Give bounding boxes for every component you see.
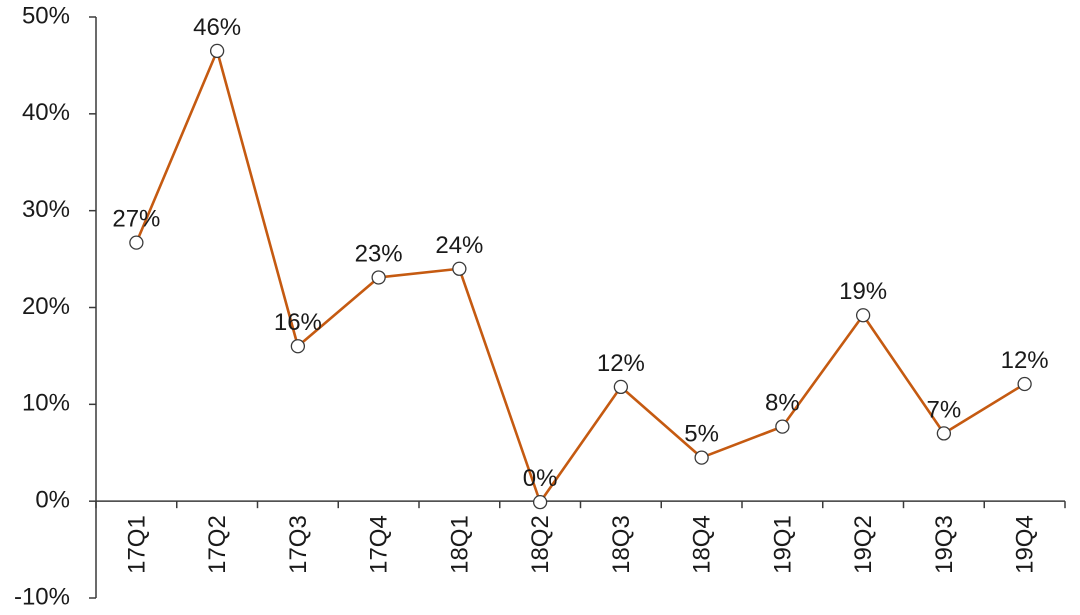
data-point: [1017, 376, 1032, 392]
x-axis: 17Q1 17Q2 17Q3 17Q4 18Q1 18Q2 18Q3 18Q4 19Q1 19Q2…: [95, 500, 1066, 574]
data-label: 27%: [112, 206, 160, 233]
data-label: 5%: [684, 421, 719, 448]
data-point: [694, 450, 709, 465]
y-tick-label: 0%: [35, 487, 70, 514]
data-point: [855, 308, 871, 323]
series-growth: [129, 43, 1032, 510]
data-label: 24%: [435, 232, 483, 259]
y-tick-label: -10%: [14, 583, 70, 610]
data-label: 12%: [597, 350, 645, 377]
data-point: [452, 261, 467, 276]
y-tick-label: 20%: [22, 293, 70, 320]
data-point: [129, 235, 144, 250]
data-labels: 27% 46% 16% 23% 24% 0% 12% 5% 8% 19% 7% 12%: [112, 14, 1048, 492]
x-tick-label: 18Q4: [689, 515, 716, 574]
x-tick-label: 18Q2: [527, 515, 554, 574]
data-point: [290, 339, 306, 354]
y-tick-label: 50%: [22, 2, 70, 29]
data-point: [936, 426, 952, 441]
data-point: [209, 43, 225, 59]
y-tick-label: 40%: [22, 99, 70, 126]
series-line: [135, 49, 1026, 504]
x-tick-label: 17Q1: [123, 515, 150, 574]
y-axis: 50% 40% 30% 20% 10% 0% -10%: [14, 2, 97, 610]
data-label: 46%: [193, 14, 241, 41]
data-label: 0%: [523, 465, 558, 492]
x-tick-label: 17Q3: [285, 515, 312, 574]
y-tick-label: 30%: [22, 196, 70, 223]
data-label: 8%: [765, 390, 800, 417]
data-point: [532, 494, 548, 510]
data-point: [371, 270, 386, 285]
x-tick-label: 19Q2: [850, 515, 877, 574]
data-label: 12%: [1001, 347, 1049, 374]
x-tick-label: 17Q2: [204, 515, 231, 574]
x-tick-label: 19Q1: [769, 515, 796, 574]
x-tick-label: 17Q4: [366, 515, 393, 574]
y-tick-label: 10%: [22, 390, 70, 417]
data-label: 16%: [274, 309, 322, 336]
x-tick-label: 19Q4: [1012, 515, 1039, 574]
x-tick-label: 18Q3: [608, 515, 635, 574]
x-tick-label: 18Q1: [446, 515, 473, 574]
data-label: 19%: [839, 278, 887, 305]
data-point: [613, 379, 629, 395]
data-label: 7%: [927, 396, 962, 423]
data-label: 23%: [355, 240, 403, 267]
data-point: [775, 419, 790, 434]
x-tick-label: 19Q3: [931, 515, 958, 574]
